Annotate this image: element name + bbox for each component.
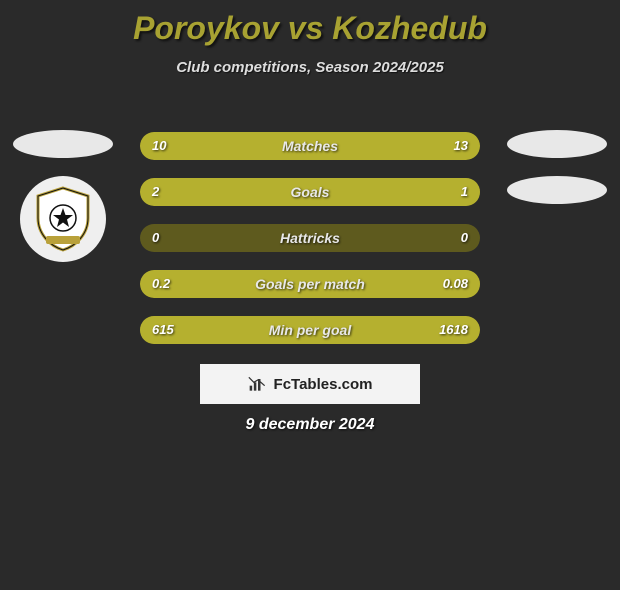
- stat-label: Goals: [140, 178, 480, 206]
- footer-label: FcTables.com: [274, 376, 373, 393]
- stat-right-value: 1: [461, 178, 468, 206]
- stats-table: 10Matches132Goals10Hattricks00.2Goals pe…: [140, 132, 480, 362]
- club-badge-right: [507, 176, 607, 204]
- club-badge-left: [20, 176, 106, 262]
- stat-right-value: 0.08: [443, 270, 468, 298]
- stat-right-value: 13: [454, 132, 468, 160]
- stat-right-value: 0: [461, 224, 468, 252]
- stat-label: Matches: [140, 132, 480, 160]
- page-title: Poroykov vs Kozhedub: [0, 10, 620, 47]
- left-player-column: [8, 130, 118, 262]
- subtitle: Club competitions, Season 2024/2025: [0, 59, 620, 76]
- footer-attribution: FcTables.com: [200, 364, 420, 404]
- right-player-column: [502, 130, 612, 222]
- player-photo-right: [507, 130, 607, 158]
- date-label: 9 december 2024: [0, 416, 620, 434]
- stat-label: Min per goal: [140, 316, 480, 344]
- shield-icon: [28, 184, 98, 254]
- player-photo-left: [13, 130, 113, 158]
- stat-right-value: 1618: [439, 316, 468, 344]
- stat-row: 0.2Goals per match0.08: [140, 270, 480, 298]
- stat-label: Goals per match: [140, 270, 480, 298]
- stat-row: 10Matches13: [140, 132, 480, 160]
- stat-row: 2Goals1: [140, 178, 480, 206]
- stat-row: 615Min per goal1618: [140, 316, 480, 344]
- stat-label: Hattricks: [140, 224, 480, 252]
- stat-row: 0Hattricks0: [140, 224, 480, 252]
- bar-chart-icon: [248, 375, 268, 393]
